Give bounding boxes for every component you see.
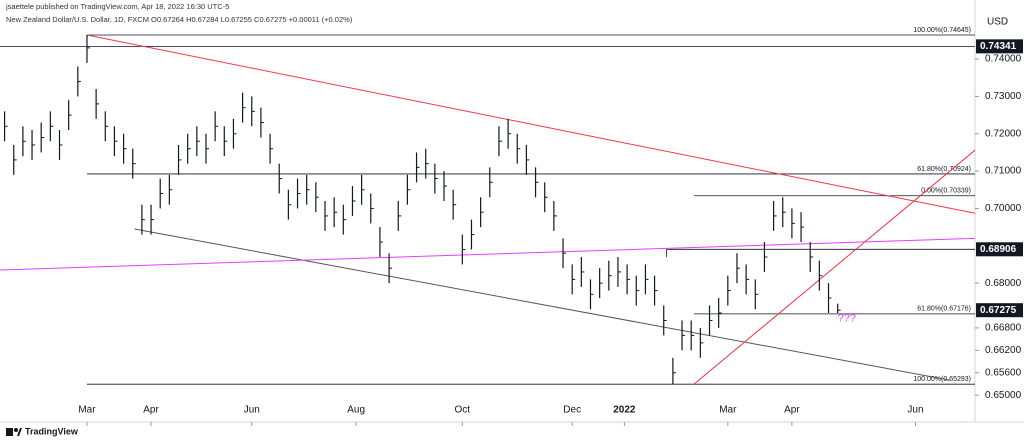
x-tick-label: Oct <box>455 405 471 416</box>
x-tick-label: Jun <box>244 405 260 416</box>
author-line: jsaettele published on TradingView.com, … <box>5 2 229 11</box>
price-label: 0.68906 <box>980 244 1017 255</box>
price-label-box <box>976 39 1023 54</box>
x-tick-label: Aug <box>347 405 365 416</box>
x-tick-label: Mar <box>78 405 96 416</box>
y-tick-label: 0.66200 <box>985 345 1022 356</box>
currency: USD <box>987 17 1008 28</box>
price-bars <box>3 34 841 385</box>
y-tick-label: 0.65000 <box>985 390 1022 401</box>
x-tick-label: 2022 <box>613 405 636 416</box>
fib-label: 61.80%(0.70924) <box>917 166 971 173</box>
logo-slash <box>17 428 22 436</box>
price-label-box <box>976 303 1023 318</box>
x-tick-label: Jun <box>907 405 923 416</box>
y-tick-label: 0.71000 <box>985 166 1022 177</box>
price-label: 0.67275 <box>980 305 1017 316</box>
price-label-box <box>976 242 1023 257</box>
fib-label: 61.80%(0.67176) <box>917 306 971 313</box>
y-tick-label: 0.66800 <box>985 323 1022 334</box>
trendline <box>0 237 976 271</box>
y-tick-label: 0.65600 <box>985 367 1022 378</box>
logo-dot <box>14 428 18 432</box>
y-tick-label: 0.74000 <box>985 54 1022 65</box>
x-tick-label: Dec <box>563 405 581 416</box>
fib-label: 100.00%(0.65293) <box>913 376 971 383</box>
annotation: ??? <box>838 313 856 325</box>
trendline <box>86 34 976 214</box>
logo-block <box>6 428 13 436</box>
fib-label: 0.00%(0.70339) <box>921 188 971 195</box>
y-tick-label: 0.72000 <box>985 128 1022 139</box>
symbol-line: New Zealand Dollar/U.S. Dollar, 1D, FXCM… <box>6 15 353 24</box>
price-label: 0.74341 <box>980 41 1017 52</box>
brand-name: TradingView <box>25 426 79 436</box>
brand: TradingView <box>6 426 79 436</box>
x-tick-label: Mar <box>719 405 737 416</box>
x-tick-label: Apr <box>784 405 800 416</box>
y-tick-label: 0.73000 <box>985 91 1022 102</box>
trendline <box>693 149 976 385</box>
fib-label: 100.00%(0.74645) <box>913 27 971 34</box>
x-tick-label: Apr <box>143 405 159 416</box>
y-tick-label: 0.68000 <box>985 278 1022 289</box>
trendline <box>134 228 951 381</box>
y-tick-label: 0.70000 <box>985 203 1022 214</box>
